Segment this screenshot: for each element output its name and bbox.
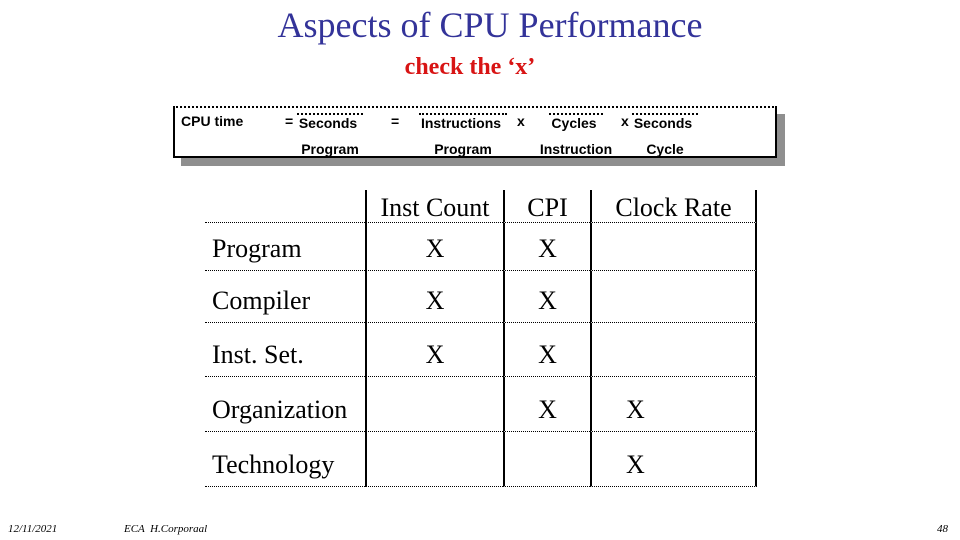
fraction-seconds-per-cycle: Seconds Cycle (631, 113, 699, 157)
cell-program-clock-rate (590, 223, 757, 271)
fraction-seconds-per-program: Seconds Program (296, 113, 364, 157)
fraction-denominator: Program (434, 141, 492, 157)
cell-technology-inst-count (365, 432, 503, 487)
fraction-cycles-per-instruction: Cycles Instruction (535, 113, 617, 157)
fraction-numerator: Cycles (549, 113, 603, 131)
cell-compiler-clock-rate (590, 271, 757, 323)
factors-table: Inst Count CPI Clock Rate Program X X Co… (205, 190, 757, 487)
cell-organization-inst-count (365, 377, 503, 432)
cell-organization-clock-rate: X (590, 377, 757, 432)
cell-program-inst-count: X (365, 223, 503, 271)
equals-sign: = (285, 113, 294, 129)
fraction-denominator: Cycle (646, 141, 684, 157)
row-label-program: Program (205, 223, 365, 271)
row-label-technology: Technology (205, 432, 365, 487)
slide-title: Aspects of CPU Performance (277, 5, 703, 45)
fraction-numerator: Seconds (296, 113, 364, 131)
cell-inst-set-clock-rate (590, 323, 757, 377)
fraction-denominator: Program (301, 141, 359, 157)
row-label-inst-set: Inst. Set. (205, 323, 365, 377)
times-sign: x (517, 113, 525, 129)
cell-organization-cpi: X (503, 377, 590, 432)
footer-date: 12/11/2021 (8, 523, 58, 535)
footer-author: ECA H.Corporaal (124, 523, 208, 535)
equation-lhs: CPU time (181, 113, 244, 129)
cell-compiler-cpi: X (503, 271, 590, 323)
col-header-clock-rate: Clock Rate (590, 190, 757, 223)
fraction-denominator: Instruction (539, 141, 613, 157)
col-header-cpi: CPI (503, 190, 590, 223)
times-sign: x (621, 113, 629, 129)
cell-compiler-inst-count: X (365, 271, 503, 323)
cell-technology-clock-rate: X (590, 432, 757, 487)
fraction-numerator: Seconds (631, 113, 699, 131)
row-label-compiler: Compiler (205, 271, 365, 323)
row-label-organization: Organization (205, 377, 365, 432)
cell-inst-set-inst-count: X (365, 323, 503, 377)
cell-program-cpi: X (503, 223, 590, 271)
slide-subtitle: check the ‘x’ (404, 54, 536, 80)
equals-sign: = (391, 113, 400, 129)
table-corner-cell (205, 190, 365, 223)
fraction-numerator: Instructions (418, 113, 508, 131)
cell-inst-set-cpi: X (503, 323, 590, 377)
col-header-inst-count: Inst Count (365, 190, 503, 223)
fraction-instructions-per-program: Instructions Program (417, 113, 509, 157)
cpu-time-equation-box: CPU time = Seconds Program = Instruction… (173, 106, 777, 158)
cell-technology-cpi (503, 432, 590, 487)
footer-page-number: 48 (937, 523, 948, 535)
